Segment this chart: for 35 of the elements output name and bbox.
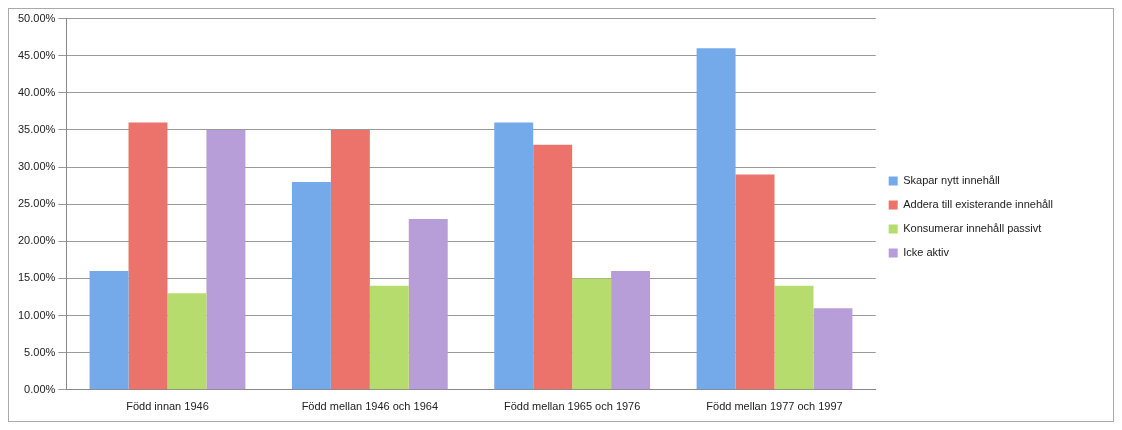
x-tick-label: Född mellan 1946 och 1964 <box>301 400 439 413</box>
y-tick-label: 20.00% <box>18 234 56 247</box>
bar <box>696 48 736 390</box>
legend-label: Addera till existerande innehåll <box>903 198 1054 211</box>
x-tick-label: Född mellan 1965 och 1976 <box>503 400 641 413</box>
bar <box>291 181 331 390</box>
y-tick-label: 40.00% <box>18 85 56 98</box>
x-tick-label: Född mellan 1977 och 1997 <box>706 400 843 413</box>
bar <box>735 174 775 390</box>
legend-label: Icke aktiv <box>903 246 950 259</box>
y-tick-label: 25.00% <box>18 197 56 210</box>
legend-label: Skapar nytt innehåll <box>903 174 1000 187</box>
bar <box>611 271 651 390</box>
bar <box>494 122 534 390</box>
y-tick-label: 35.00% <box>18 122 56 135</box>
y-tick-label: 10.00% <box>18 308 56 321</box>
y-tick-label: 0.00% <box>24 382 56 395</box>
bar <box>408 219 448 390</box>
y-tick-label: 30.00% <box>18 160 56 173</box>
bar <box>167 293 207 390</box>
y-tick-label: 50.00% <box>18 11 56 24</box>
y-tick-label: 15.00% <box>18 271 56 284</box>
y-tick-label: 45.00% <box>18 48 56 61</box>
bar <box>89 271 129 390</box>
bar <box>813 308 853 390</box>
bar <box>369 285 409 390</box>
bar <box>774 285 814 390</box>
bar <box>330 129 370 390</box>
y-tick-label: 5.00% <box>24 345 56 358</box>
bar <box>206 129 246 390</box>
bar <box>533 144 573 390</box>
legend-label: Konsumerar innehåll passivt <box>903 222 1042 235</box>
bar <box>128 122 168 390</box>
x-tick-label: Född innan 1946 <box>126 400 209 413</box>
bar <box>572 278 612 390</box>
